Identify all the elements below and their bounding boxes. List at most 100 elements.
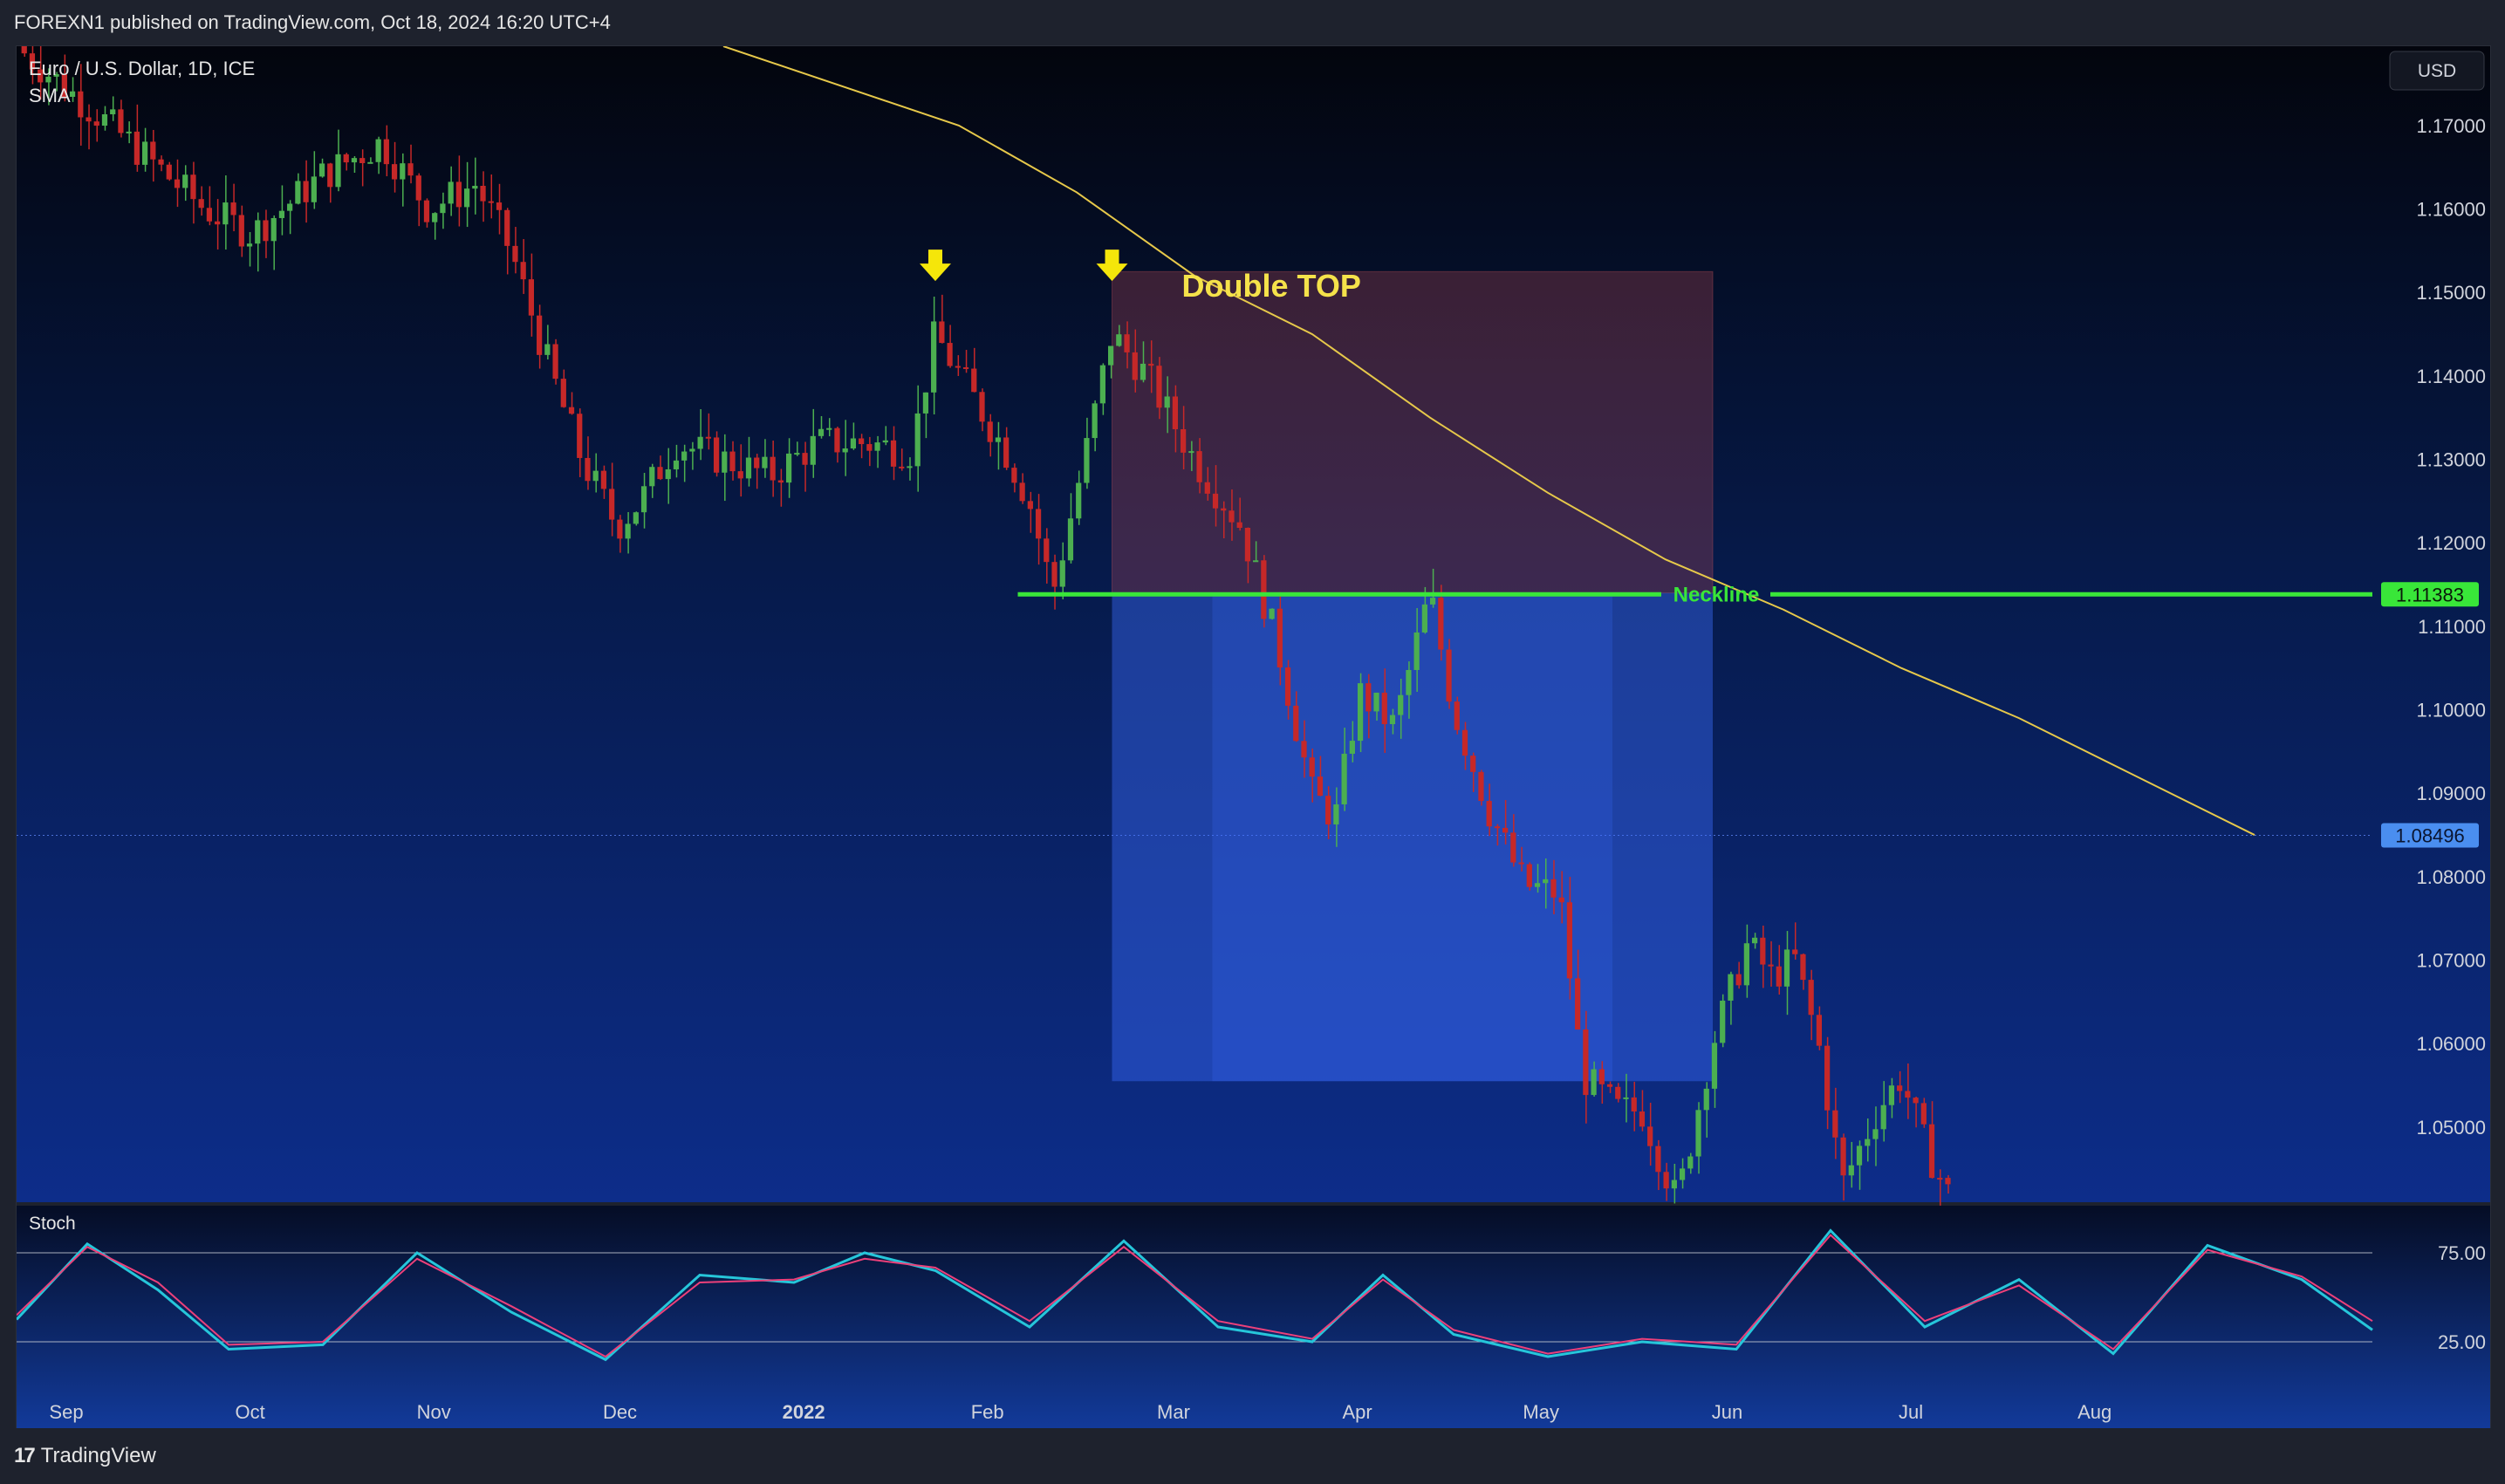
candle-body — [979, 392, 985, 422]
candle-body — [971, 368, 977, 393]
candle-body — [1389, 715, 1396, 725]
candle-body — [335, 154, 341, 188]
candle-body — [1084, 438, 1090, 483]
candle-body — [537, 315, 543, 355]
candle-body — [1880, 1104, 1886, 1130]
neckline-label: Neckline — [1673, 583, 1760, 606]
candle-body — [327, 163, 333, 188]
stoch-tick-label: 25.00 — [2438, 1331, 2486, 1353]
candle-body — [238, 215, 244, 247]
time-tick-label: Aug — [2077, 1401, 2111, 1423]
target-zone-inner — [1212, 592, 1612, 1082]
candle-body — [810, 435, 816, 465]
double-top-label: Double TOP — [1182, 268, 1361, 304]
currency-button[interactable] — [2389, 51, 2485, 91]
candle-body — [206, 208, 213, 222]
candle-body — [29, 53, 36, 70]
candle-body — [1840, 1137, 1846, 1176]
candle-body — [1269, 608, 1275, 619]
candle-body — [1888, 1085, 1895, 1105]
candle-body — [1663, 1172, 1669, 1189]
candle-body — [1470, 756, 1476, 772]
price-tick-label: 1.11000 — [2418, 616, 2486, 638]
candle-body — [914, 413, 921, 467]
candle-body — [512, 245, 518, 263]
candle-body — [1743, 943, 1749, 986]
candle-body — [1236, 522, 1242, 529]
chart-frame[interactable]: Neckline Double TOP 1.17000 1.16000 1.15000… — [16, 45, 2491, 1430]
candle-body — [1019, 482, 1025, 502]
candle-body — [1671, 1180, 1677, 1189]
candle-body — [400, 163, 406, 180]
last-price-badge — [2381, 823, 2479, 848]
candle-body — [818, 428, 825, 436]
candle-body — [1703, 1088, 1709, 1111]
candle-body — [1928, 1124, 1935, 1179]
price-axis[interactable]: 1.17000 1.16000 1.15000 1.14000 1.13000 1.120… — [2381, 115, 2486, 1139]
candle-body — [1051, 562, 1057, 587]
price-tick-label: 1.13000 — [2416, 449, 2486, 471]
top-arrow-icon — [920, 250, 951, 282]
candle-body — [649, 467, 655, 487]
candle-body — [278, 210, 285, 218]
target-zone — [1112, 592, 1713, 1082]
candle-body — [552, 344, 558, 380]
candle-body — [1092, 403, 1098, 439]
candle-body — [657, 467, 663, 480]
candle-body — [1003, 437, 1010, 468]
candle-body — [383, 139, 389, 165]
candle-body — [617, 519, 623, 539]
tradingview-brand[interactable]: 17 TradingView — [14, 1444, 156, 1468]
candle-body — [899, 466, 905, 468]
candle-body — [770, 456, 776, 481]
candle-body — [1623, 1097, 1629, 1099]
candle-body — [1591, 1069, 1597, 1096]
price-tick-label: 1.10000 — [2416, 700, 2486, 721]
candle-body — [415, 175, 421, 201]
main-pane-background — [17, 46, 2490, 1202]
candle-body — [842, 448, 848, 453]
candle-body — [1768, 964, 1774, 967]
candle-body — [640, 486, 647, 513]
candle-body — [1212, 493, 1219, 509]
candle-body — [1116, 334, 1122, 346]
candle-body — [1172, 396, 1179, 429]
candle-body — [1132, 352, 1138, 380]
price-tick-label: 1.17000 — [2416, 115, 2486, 137]
candle-body — [198, 199, 204, 209]
candle-body — [126, 131, 132, 133]
candle-body — [311, 176, 317, 202]
candle-body — [939, 321, 945, 344]
candle-body — [1566, 902, 1573, 979]
candle-body — [391, 164, 398, 180]
time-tick-label: May — [1523, 1401, 1559, 1423]
candle-body — [754, 457, 760, 468]
time-tick-label: Nov — [417, 1401, 451, 1423]
candle-body — [625, 523, 631, 539]
candles-layer — [21, 46, 1951, 1206]
candle-body — [1518, 862, 1524, 865]
candle-body — [1204, 482, 1210, 494]
time-axis[interactable]: Sep Oct Nov Dec 2022 Feb Mar Apr May Jun Jul Aug — [49, 1401, 2111, 1423]
candle-body — [174, 179, 181, 188]
candle-body — [722, 451, 728, 473]
candle-body — [1502, 827, 1509, 833]
candle-body — [1824, 1045, 1831, 1111]
pane-separator[interactable] — [17, 1202, 2490, 1206]
stoch-tick-label: 75.00 — [2438, 1242, 2486, 1264]
candle-body — [1027, 501, 1033, 509]
candle-body — [1913, 1098, 1919, 1104]
chart-svg[interactable]: Neckline Double TOP 1.17000 1.16000 1.15000… — [17, 46, 2490, 1429]
candle-body — [367, 161, 373, 164]
candle-body — [1181, 428, 1187, 453]
candle-body — [496, 202, 503, 210]
candle-body — [890, 440, 897, 467]
candle-body — [263, 220, 269, 242]
candle-body — [1808, 980, 1814, 1016]
candle-body — [1937, 1178, 1943, 1180]
time-tick-label: Feb — [971, 1401, 1004, 1423]
candle-body — [1373, 692, 1379, 712]
brand-name: TradingView — [40, 1444, 156, 1467]
candle-body — [1695, 1110, 1701, 1157]
candle-body — [1446, 649, 1452, 702]
